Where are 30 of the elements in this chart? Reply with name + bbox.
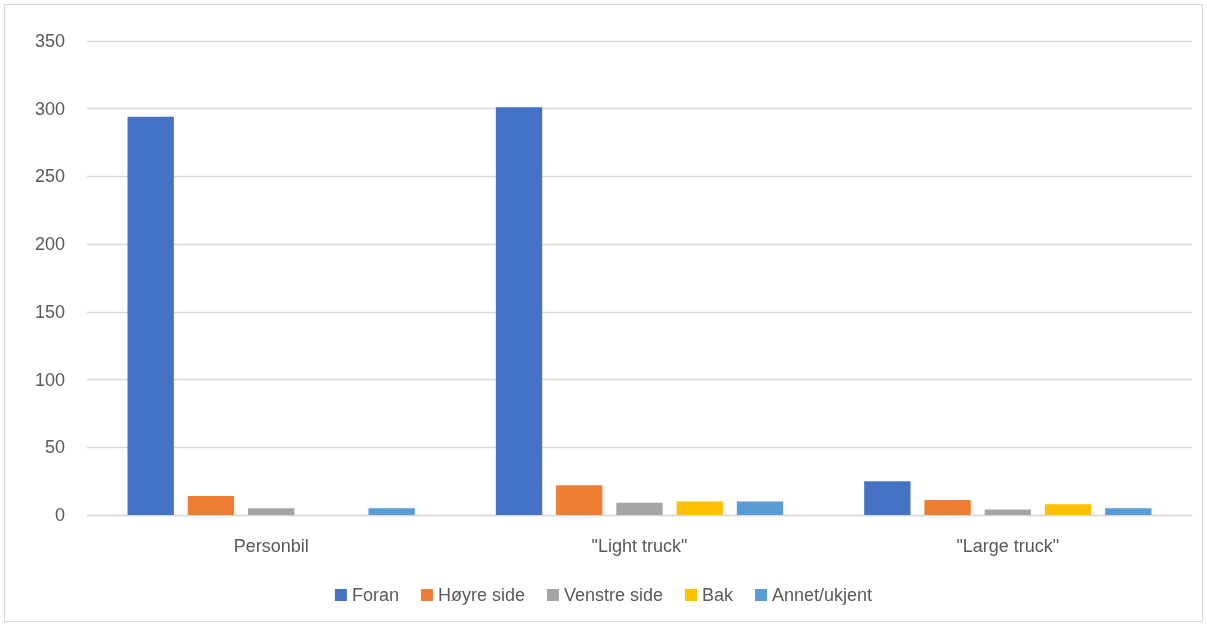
x-tick-label: "Large truck" xyxy=(956,536,1060,556)
legend-label: Bak xyxy=(702,585,735,605)
bar xyxy=(1044,504,1092,515)
y-tick-label: 300 xyxy=(34,98,65,119)
bar xyxy=(616,502,663,515)
legend-label: Høyre side xyxy=(437,585,525,605)
bar xyxy=(127,116,174,515)
bar xyxy=(1105,508,1152,515)
bar xyxy=(984,509,1031,515)
bar xyxy=(676,501,723,515)
legend-label: Foran xyxy=(351,585,399,605)
y-tick-label: 0 xyxy=(54,505,65,525)
y-tick-label: 150 xyxy=(34,301,65,322)
bar xyxy=(248,508,295,515)
bar xyxy=(736,501,784,515)
x-tick-label: Personbil xyxy=(233,536,309,556)
bar xyxy=(864,481,911,515)
y-tick-label: 250 xyxy=(34,166,65,187)
x-tick-label: "Light truck" xyxy=(591,536,688,556)
bar xyxy=(495,107,543,515)
legend-label: Venstre side xyxy=(563,585,664,605)
bar xyxy=(924,500,971,515)
y-tick-label: 50 xyxy=(44,437,65,458)
legend-label: Annet/ukjent xyxy=(772,585,873,605)
bar xyxy=(556,485,603,515)
bar xyxy=(187,496,235,515)
y-tick-label: 100 xyxy=(34,369,65,390)
bar xyxy=(368,508,415,515)
y-tick-label: 200 xyxy=(34,234,65,255)
y-tick-label: 350 xyxy=(34,31,65,51)
